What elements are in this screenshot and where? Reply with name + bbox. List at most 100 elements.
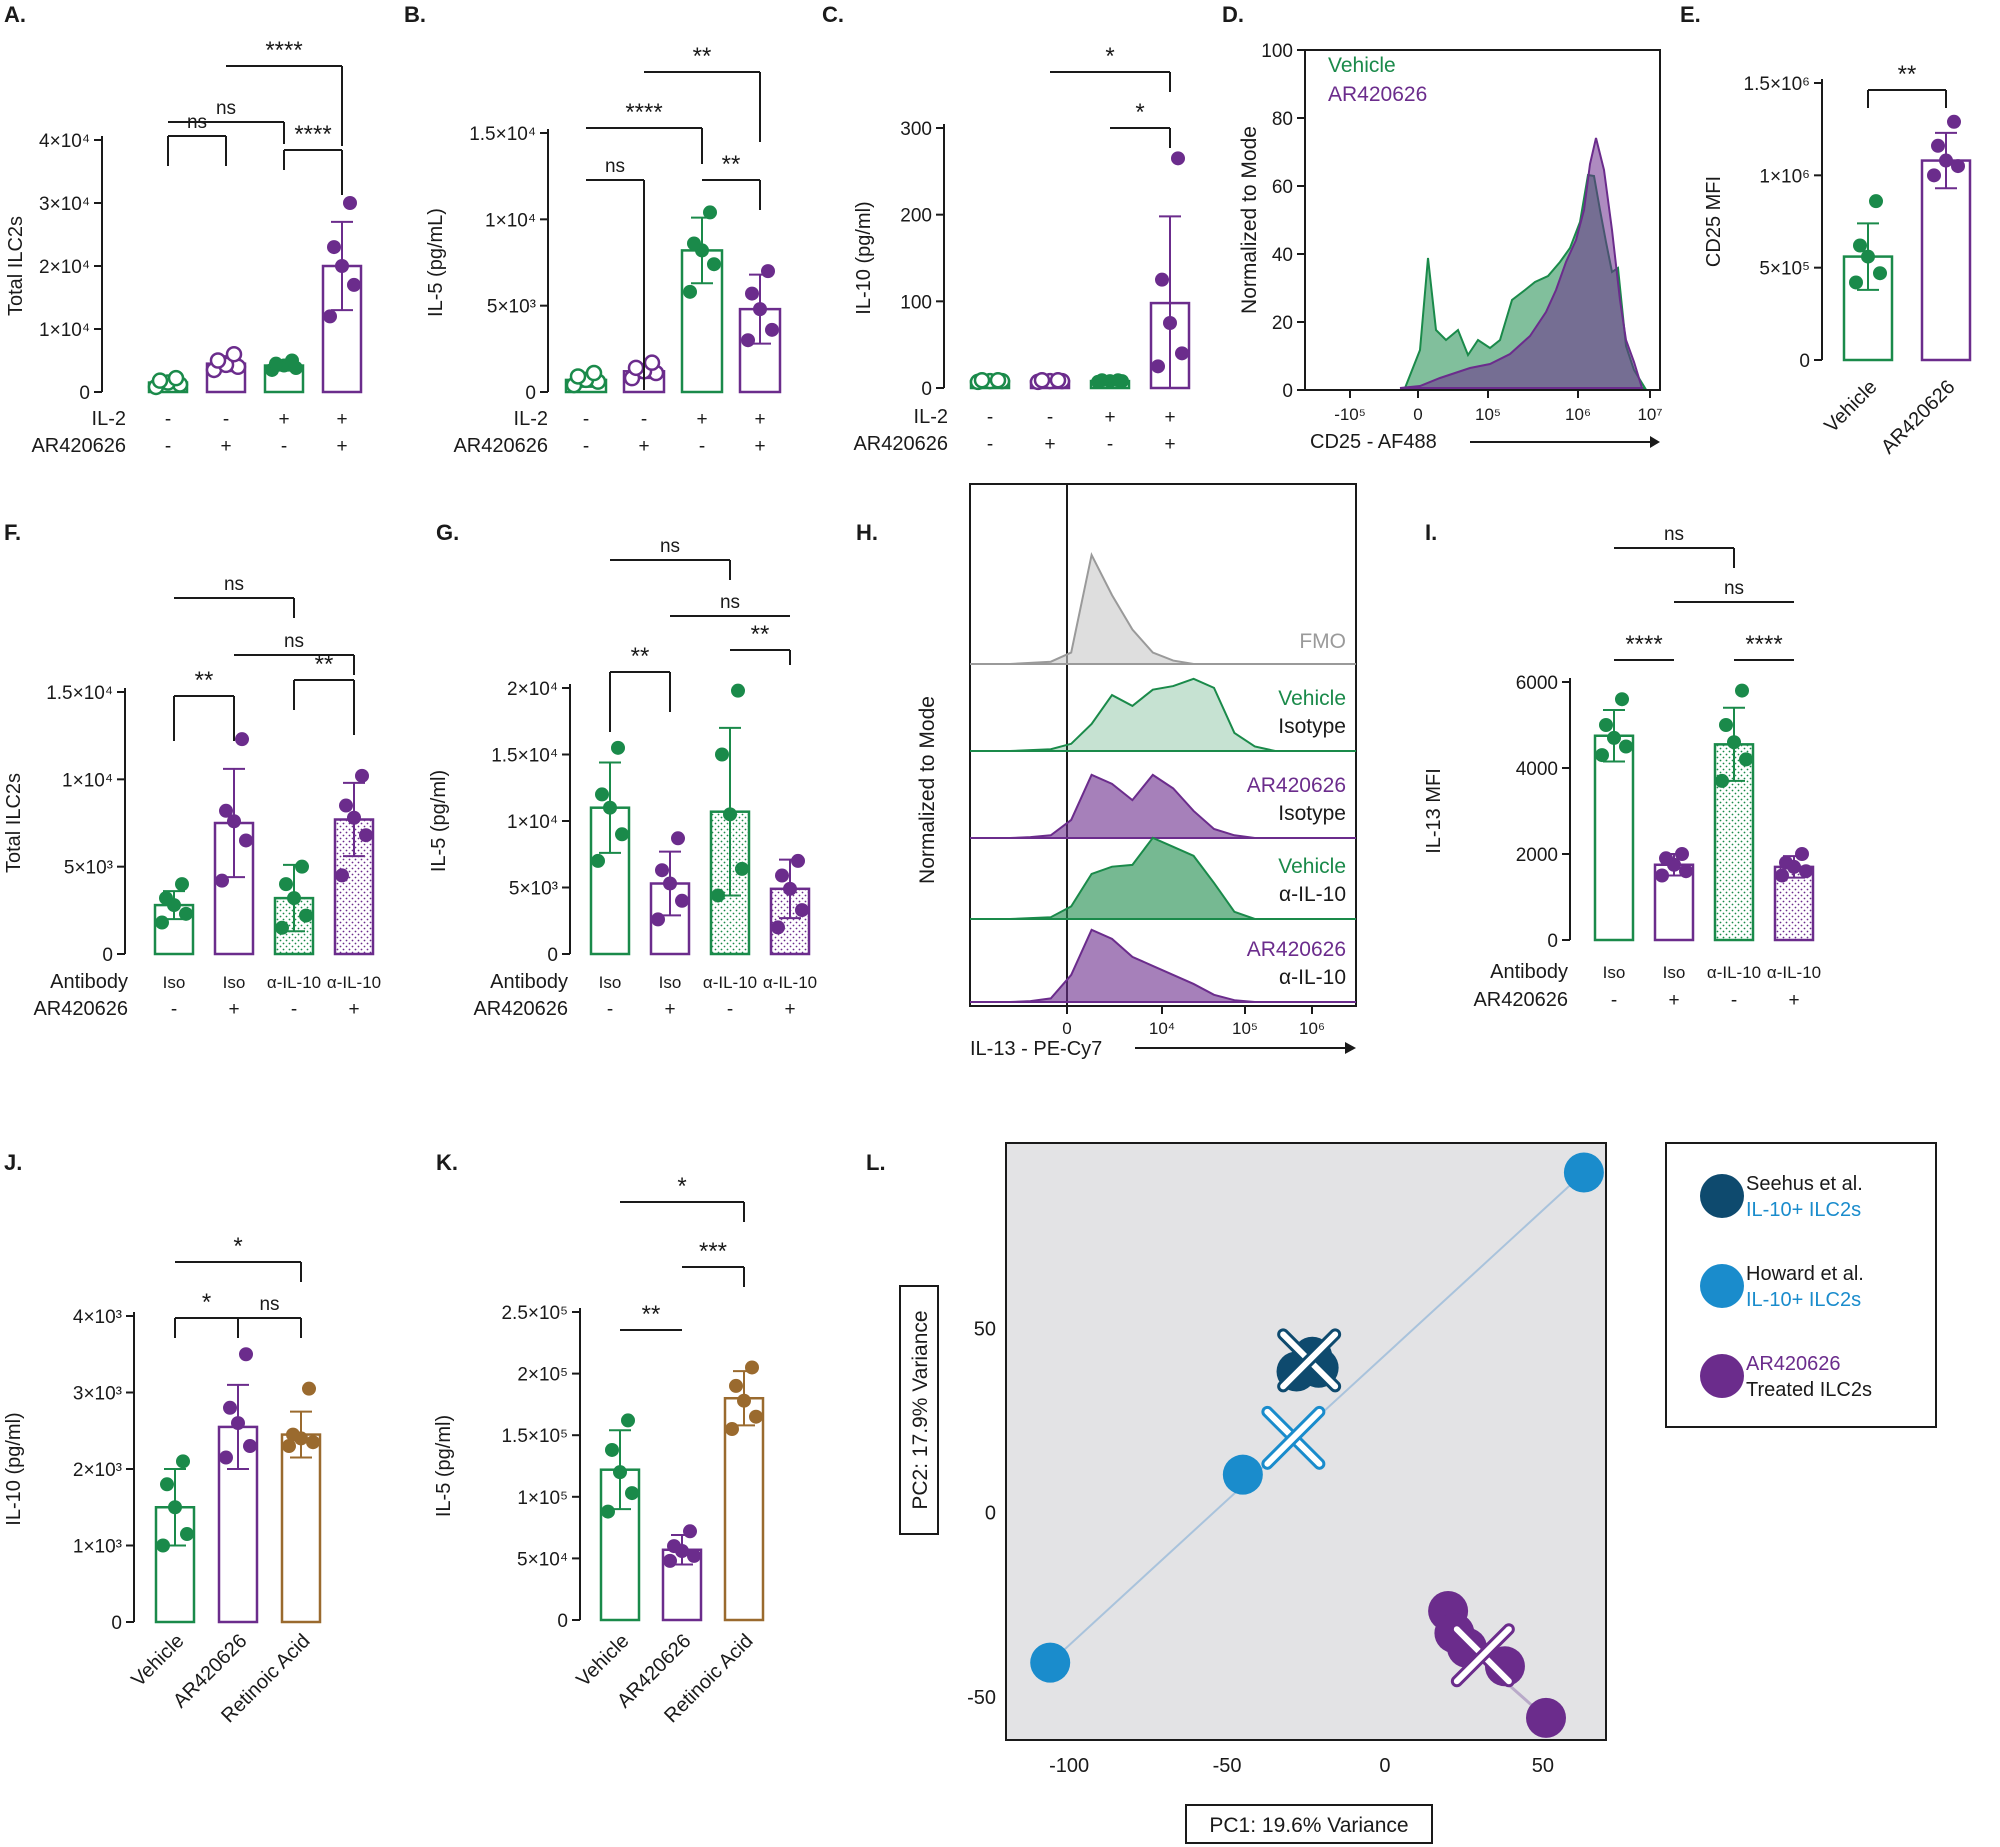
data-point	[783, 881, 797, 896]
data-point	[683, 284, 697, 299]
data-point	[1873, 266, 1887, 281]
y-tick-label: 0	[1282, 381, 1293, 402]
data-point	[1095, 373, 1109, 388]
y-tick-label: 200	[900, 206, 932, 227]
x-tick-label: 50	[1532, 1755, 1554, 1777]
condition-value: -	[165, 436, 171, 457]
x-category-label: Vehicle	[127, 1630, 188, 1691]
centroid-marker-seehus	[1277, 1328, 1342, 1393]
significance-label: ns	[259, 1294, 279, 1315]
data-point	[711, 888, 725, 903]
condition-value: Iso	[1603, 963, 1626, 982]
data-point	[737, 1393, 751, 1408]
data-point	[1151, 359, 1165, 374]
data-point	[1947, 114, 1961, 129]
significance-bracket: ns	[670, 592, 790, 617]
significance-bracket: **	[293, 651, 355, 735]
y-tick-label: 4000	[1516, 759, 1558, 780]
significance-label: *	[202, 1289, 211, 1316]
y-axis-title: IL-10 (pg/ml)	[3, 1412, 25, 1525]
significance-label: ns	[1664, 524, 1684, 545]
data-point	[285, 353, 299, 368]
condition-value: +	[1104, 407, 1115, 428]
data-point	[347, 810, 361, 825]
data-point	[615, 827, 629, 842]
y-tick-label: 1×10⁶	[1759, 166, 1810, 187]
significance-bracket: ns	[1674, 578, 1794, 603]
data-point	[1719, 718, 1733, 732]
x-axis-arrowhead	[1345, 1042, 1356, 1054]
data-point	[663, 876, 677, 891]
y-tick-label: 1.5×10⁵	[501, 1426, 568, 1447]
significance-bracket: **	[609, 643, 671, 732]
y-tick-label: 40	[1272, 245, 1293, 266]
y-axis-title: Total ILC2s	[3, 773, 25, 873]
data-point	[735, 861, 749, 876]
significance-label: ns	[605, 156, 625, 177]
histogram-curve	[1009, 551, 1316, 665]
histogram-ar420626	[1399, 137, 1644, 389]
pca-point-howard	[1563, 1152, 1604, 1193]
y-tick-label: 3×10⁴	[39, 194, 90, 215]
y-tick-label: 0	[525, 383, 536, 404]
data-point	[791, 853, 805, 868]
track-sublabel: α-IL-10	[1279, 883, 1346, 906]
condition-value: Iso	[599, 973, 622, 992]
condition-value: α-IL-10	[267, 973, 321, 992]
significance-label: **	[751, 621, 770, 648]
y-tick-label: 0	[79, 383, 90, 404]
panel-D: 0 20 40 60 80 100 Normalized to Mode -10⁵ 0 10⁵ 10…	[1238, 41, 1663, 453]
centroid-stroke-inner	[1264, 1408, 1323, 1467]
significance-label: **	[722, 151, 741, 178]
condition-value: α-IL-10	[327, 973, 381, 992]
data-point	[167, 369, 185, 387]
legend-label: Seehus et al.	[1746, 1173, 1863, 1195]
pca-point-howard	[1030, 1642, 1071, 1683]
data-point	[1615, 692, 1629, 707]
data-point	[1033, 371, 1051, 389]
significance-label: *	[677, 1173, 686, 1200]
condition-value: α-IL-10	[1767, 963, 1821, 982]
significance-bracket: *	[1050, 43, 1171, 92]
significance-bracket: ns	[238, 1294, 302, 1338]
condition-value: -	[223, 409, 229, 430]
condition-row-label: IL-2	[92, 408, 126, 430]
panel-letter: F.	[4, 520, 21, 545]
pca-point-ar	[1484, 1646, 1525, 1687]
data-point	[339, 798, 353, 813]
x-tick-label: 0	[1413, 405, 1422, 424]
data-point	[1595, 748, 1609, 763]
y-tick-label: 1.5×10⁶	[1744, 74, 1810, 95]
y-tick-label: -50	[967, 1687, 996, 1709]
y-tick-label: 2×10⁴	[39, 257, 90, 278]
legend-label: Howard et al.	[1746, 1263, 1864, 1285]
condition-row-label: Antibody	[50, 971, 128, 993]
legend-swatch	[1700, 1174, 1744, 1218]
data-point	[299, 908, 313, 923]
data-point	[745, 1360, 759, 1375]
y-axis-title: PC2: 17.9% Variance	[909, 1310, 932, 1509]
x-tick-label: -100	[1049, 1755, 1089, 1777]
data-point	[1861, 249, 1875, 264]
x-axis-title-box: PC1: 19.6% Variance	[1185, 1804, 1433, 1844]
y-tick-label: 2×10³	[73, 1460, 122, 1481]
condition-value: Iso	[659, 973, 682, 992]
data-point	[725, 1422, 739, 1437]
panel-I: 0 2000 4000 6000 IL-13 MFI **** **** ns ns Antibo…	[1423, 524, 1821, 1011]
axis-title-frame	[1185, 1804, 1433, 1844]
x-axis-title: PC1: 19.6% Variance	[1209, 1814, 1408, 1837]
data-point	[605, 1442, 619, 1457]
condition-value: +	[336, 436, 347, 457]
panel-E-label: E.	[1680, 2, 1701, 27]
legend-sublabel: IL-10+ ILC2s	[1746, 1199, 1861, 1221]
pca-point-howard	[1222, 1454, 1263, 1495]
y-axis-title-box: PC2: 17.9% Variance	[899, 1285, 939, 1535]
data-point	[765, 322, 779, 337]
y-tick-label: 6000	[1516, 673, 1558, 694]
condition-value: +	[228, 999, 239, 1020]
condition-value: -	[987, 407, 993, 428]
y-tick-label: 5×10³	[509, 879, 558, 900]
panel-letter: K.	[436, 1150, 458, 1175]
data-point	[355, 768, 369, 783]
